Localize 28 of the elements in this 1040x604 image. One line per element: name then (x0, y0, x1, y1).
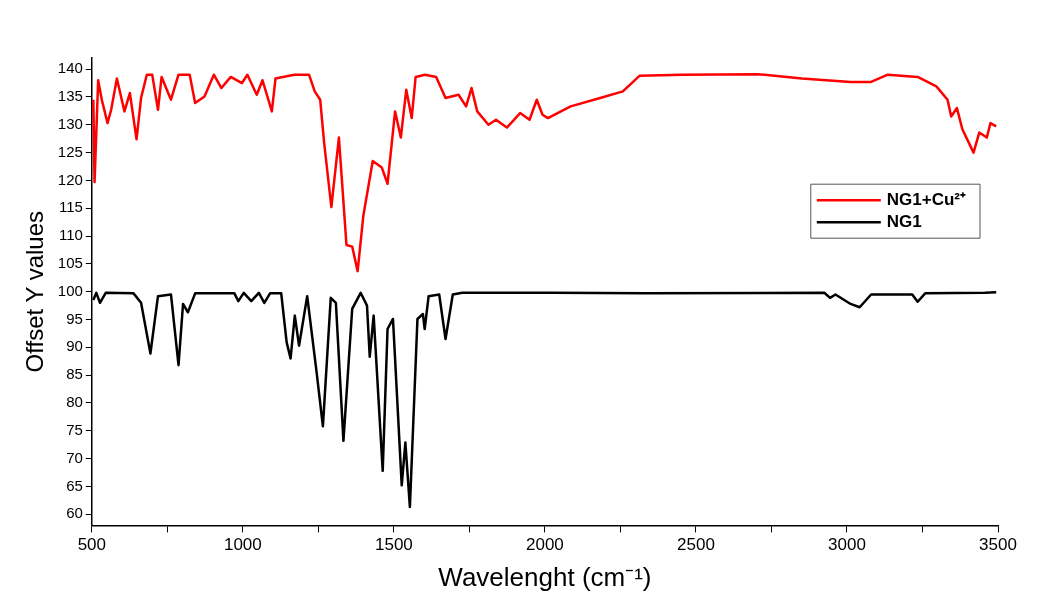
y-tick-label: 140 (57, 59, 83, 77)
x-tick-label: 1500 (374, 535, 413, 555)
x-tick-label: 2000 (526, 535, 564, 555)
y-tick-label: 85 (66, 365, 83, 383)
x-axis-title: Wavelenght (cm⁻¹) (438, 561, 652, 592)
x-tick-label: 500 (77, 535, 107, 555)
y-tick-label: 120 (57, 170, 83, 188)
y-tick-label: 95 (66, 309, 83, 327)
y-axis-title: Offset Y values (21, 210, 49, 373)
y-tick-label: 65 (66, 476, 83, 494)
y-tick-label: 115 (58, 198, 83, 216)
x-tick-label: 1000 (223, 535, 262, 555)
legend-label: NG1 (886, 211, 922, 231)
y-tick-label: 105 (57, 254, 83, 272)
x-tick-label: 2500 (677, 535, 715, 555)
x-tick-label: 3500 (979, 535, 1017, 555)
y-tick-label: 110 (58, 226, 83, 244)
y-tick-label: 90 (66, 337, 83, 355)
y-tick-label: 70 (66, 448, 83, 466)
y-tick-label: 135 (57, 87, 83, 105)
y-tick-label: 130 (57, 114, 83, 132)
x-tick-label: 3000 (828, 535, 866, 555)
y-tick-label: 100 (57, 281, 83, 299)
y-tick-label: 80 (66, 393, 83, 411)
legend-label: NG1+Cu²⁺ (886, 189, 967, 209)
y-tick-label: 75 (66, 420, 83, 438)
y-tick-label: 125 (57, 142, 83, 160)
y-tick-label: 60 (66, 504, 83, 522)
